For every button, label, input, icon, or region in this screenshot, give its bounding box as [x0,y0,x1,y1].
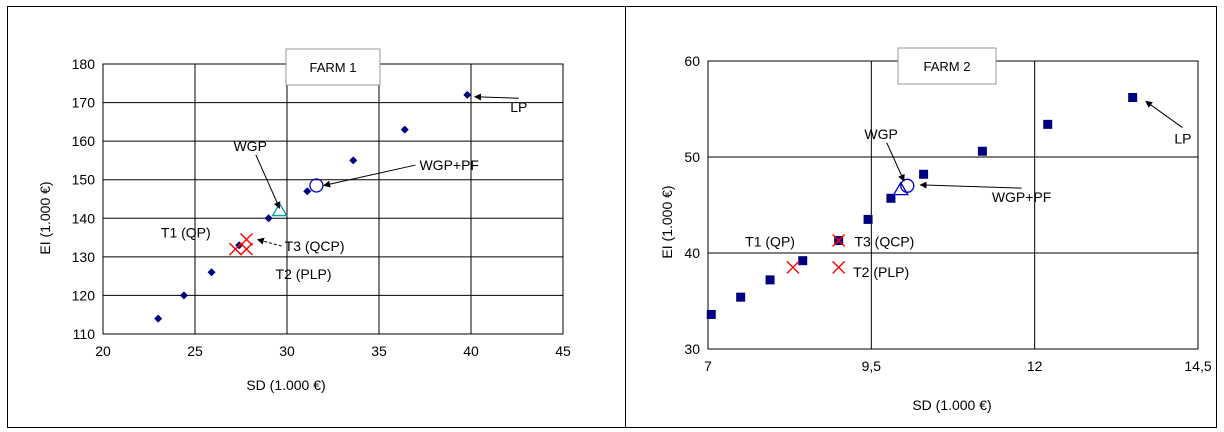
farm2-chart: 7 9,5 12 14,5 30 40 50 60 LP WGP WGP+PF T1 (QP) T3 … [659,47,1212,413]
farm1-annotation-label: WGP [233,138,266,154]
farm1-annotation-arrow [255,154,281,209]
farm1-point-diamond [264,214,273,223]
farm1-annotation-label: T2 (PLP) [276,266,332,282]
farm1-x-tick-label: 25 [187,343,203,359]
farm1-y-axis-label: EI (1.000 €) [37,181,53,254]
farm2-y-tick-label: 60 [684,53,700,69]
figure-frame [7,6,1217,428]
farm2-annotation-label: T3 (QCP) [854,233,914,249]
farm2-x-axis-label: SD (1.000 €) [912,397,991,413]
farm2-plot-area [707,60,1199,350]
farm1-x-tick-label: 35 [371,343,387,359]
farm1-annotation-arrow [256,237,282,247]
farm1-annotations: LP WGP WGP+PF T1 (QP) T3 (QCP) T2 (PLP) [161,99,527,282]
farm1-point-diamond [154,314,163,323]
farm1-ticks: 20 25 30 35 40 45 110 120 130 140 150 160 170 180 [72,56,571,359]
farm1-title: FARM 1 [310,60,357,75]
farm2-y-tick-label: 50 [684,149,700,165]
farm2-point-square [765,275,775,285]
farm1-chart: 20 25 30 35 40 45 110 120 130 140 150 160 170 180 LP W… [37,48,571,393]
farm2-marks [706,92,1138,319]
farm2-annotation-label: WGP [864,126,897,142]
farm2-y-tick-label: 40 [684,245,700,261]
farm2-point-cross [832,260,846,274]
farm2-x-tick-label: 14,5 [1184,358,1211,374]
farm2-title: FARM 2 [924,59,971,74]
farm1-point-cross [240,233,254,246]
farm1-x-tick-label: 30 [279,343,295,359]
farm1-point-triangle [271,202,288,217]
farm1-point-diamond [303,187,312,196]
farm1-title-box [285,48,381,86]
farm2-point-square [1043,119,1053,129]
farm1-annotation-label: LP [510,99,527,115]
farm2-annotation-label: LP [1174,131,1191,147]
farm2-arrows [886,100,1183,189]
farm2-ticks: 7 9,5 12 14,5 30 40 50 60 [684,53,1211,374]
farm1-y-tick-label: 170 [72,95,96,111]
farm1-y-tick-label: 150 [72,172,96,188]
farm1-y-tick-label: 180 [72,56,96,72]
farm1-annotation-label: WGP+PF [419,157,479,173]
farm1-x-axis-label: SD (1.000 €) [246,377,325,393]
farm2-x-tick-label: 7 [704,358,712,374]
farm2-point-square [886,193,896,203]
farm2-annotation-arrow [1145,100,1183,128]
farm1-y-tick-label: 140 [72,210,96,226]
farm1-point-diamond [207,268,216,277]
farm1-plot-area [102,63,564,335]
farm2-annotation-label: T1 (QP) [745,233,795,249]
farm1-x-tick-label: 45 [555,343,571,359]
farm1-arrows [255,93,519,247]
farm1-y-tick-label: 110 [73,326,96,342]
farm1-point-diamond [349,156,358,165]
farm1-point-diamond [400,125,409,134]
farm2-point-square [863,214,873,224]
farm2-grid [707,60,1199,350]
farm2-annotation-arrow [919,181,1022,189]
farm1-grid [102,63,564,335]
farm2-point-square [736,292,746,302]
farm1-x-tick-label: 40 [463,343,479,359]
farm1-point-diamond [179,291,188,300]
farm1-y-tick-label: 130 [72,249,96,265]
farm2-point-cross [832,234,846,248]
farm2-x-tick-label: 12 [1027,358,1043,374]
farm2-point-square [1128,92,1138,102]
farm1-point-circle [309,178,324,193]
farm2-annotations: LP WGP WGP+PF T1 (QP) T3 (QCP) T2 (PLP) [745,126,1191,280]
farm2-annotation-arrow [886,142,905,182]
farm2-annotation-label: T2 (PLP) [853,264,909,280]
farm1-y-tick-label: 160 [72,133,96,149]
farm1-point-cross [228,242,242,256]
farm1-marks [154,90,472,323]
farm2-annotation-label: WGP+PF [992,189,1052,205]
farm2-point-square [919,169,929,179]
farm2-y-axis-label: EI (1.000 €) [659,185,675,258]
farm2-point-cross [786,260,800,274]
farm1-annotation-label: T1 (QP) [161,225,211,241]
farm1-annotation-label: T3 (QCP) [285,238,345,254]
farm2-y-tick-label: 30 [684,341,700,357]
farm2-point-square [977,146,987,156]
farm1-point-cross [240,242,254,256]
farm1-point-diamond [463,90,472,99]
farm2-point-square [706,309,716,319]
panel-divider [625,6,626,428]
farm2-point-triangle [892,181,909,196]
farm1-annotation-arrow [323,164,416,188]
farm2-title-box [897,47,997,85]
farm2-point-square [798,256,808,266]
farm2-x-tick-label: 9,5 [862,358,882,374]
farm2-point-circle [900,178,915,193]
farm1-annotation-arrow [473,93,519,101]
farm1-x-tick-label: 20 [95,343,111,359]
farm1-y-tick-label: 120 [72,287,96,303]
